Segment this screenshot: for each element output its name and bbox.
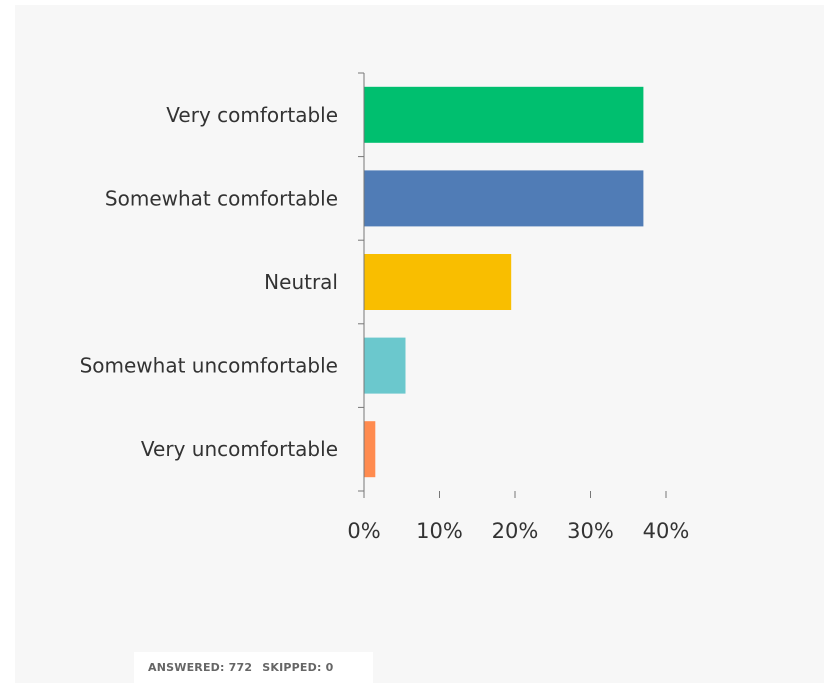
category-label-2: Neutral [264,270,338,294]
bar-0 [364,86,644,143]
x-tick-label-3: 30% [567,519,614,543]
category-label-3: Somewhat uncomfortable [80,354,338,378]
x-tick-label-2: 20% [492,519,539,543]
bar-3 [364,337,406,394]
bar-4 [364,421,376,478]
answered-count: ANSWERED: 772 [148,652,252,683]
category-label-0: Very comfortable [166,103,338,127]
x-tick-label-1: 10% [416,519,463,543]
x-tick-label-4: 40% [643,519,690,543]
answered-label: ANSWERED: [148,661,225,674]
skipped-label: SKIPPED: [262,661,322,674]
category-label-1: Somewhat comfortable [105,186,338,210]
skipped-count: SKIPPED: 0 [262,652,333,683]
bar-2 [364,254,512,310]
skipped-value: 0 [325,661,334,674]
bar-1 [364,170,644,227]
x-tick-label-0: 0% [347,519,380,543]
category-label-4: Very uncomfortable [141,437,338,461]
response-summary: ANSWERED: 772 SKIPPED: 0 [134,652,373,683]
answered-value: 772 [228,661,253,674]
